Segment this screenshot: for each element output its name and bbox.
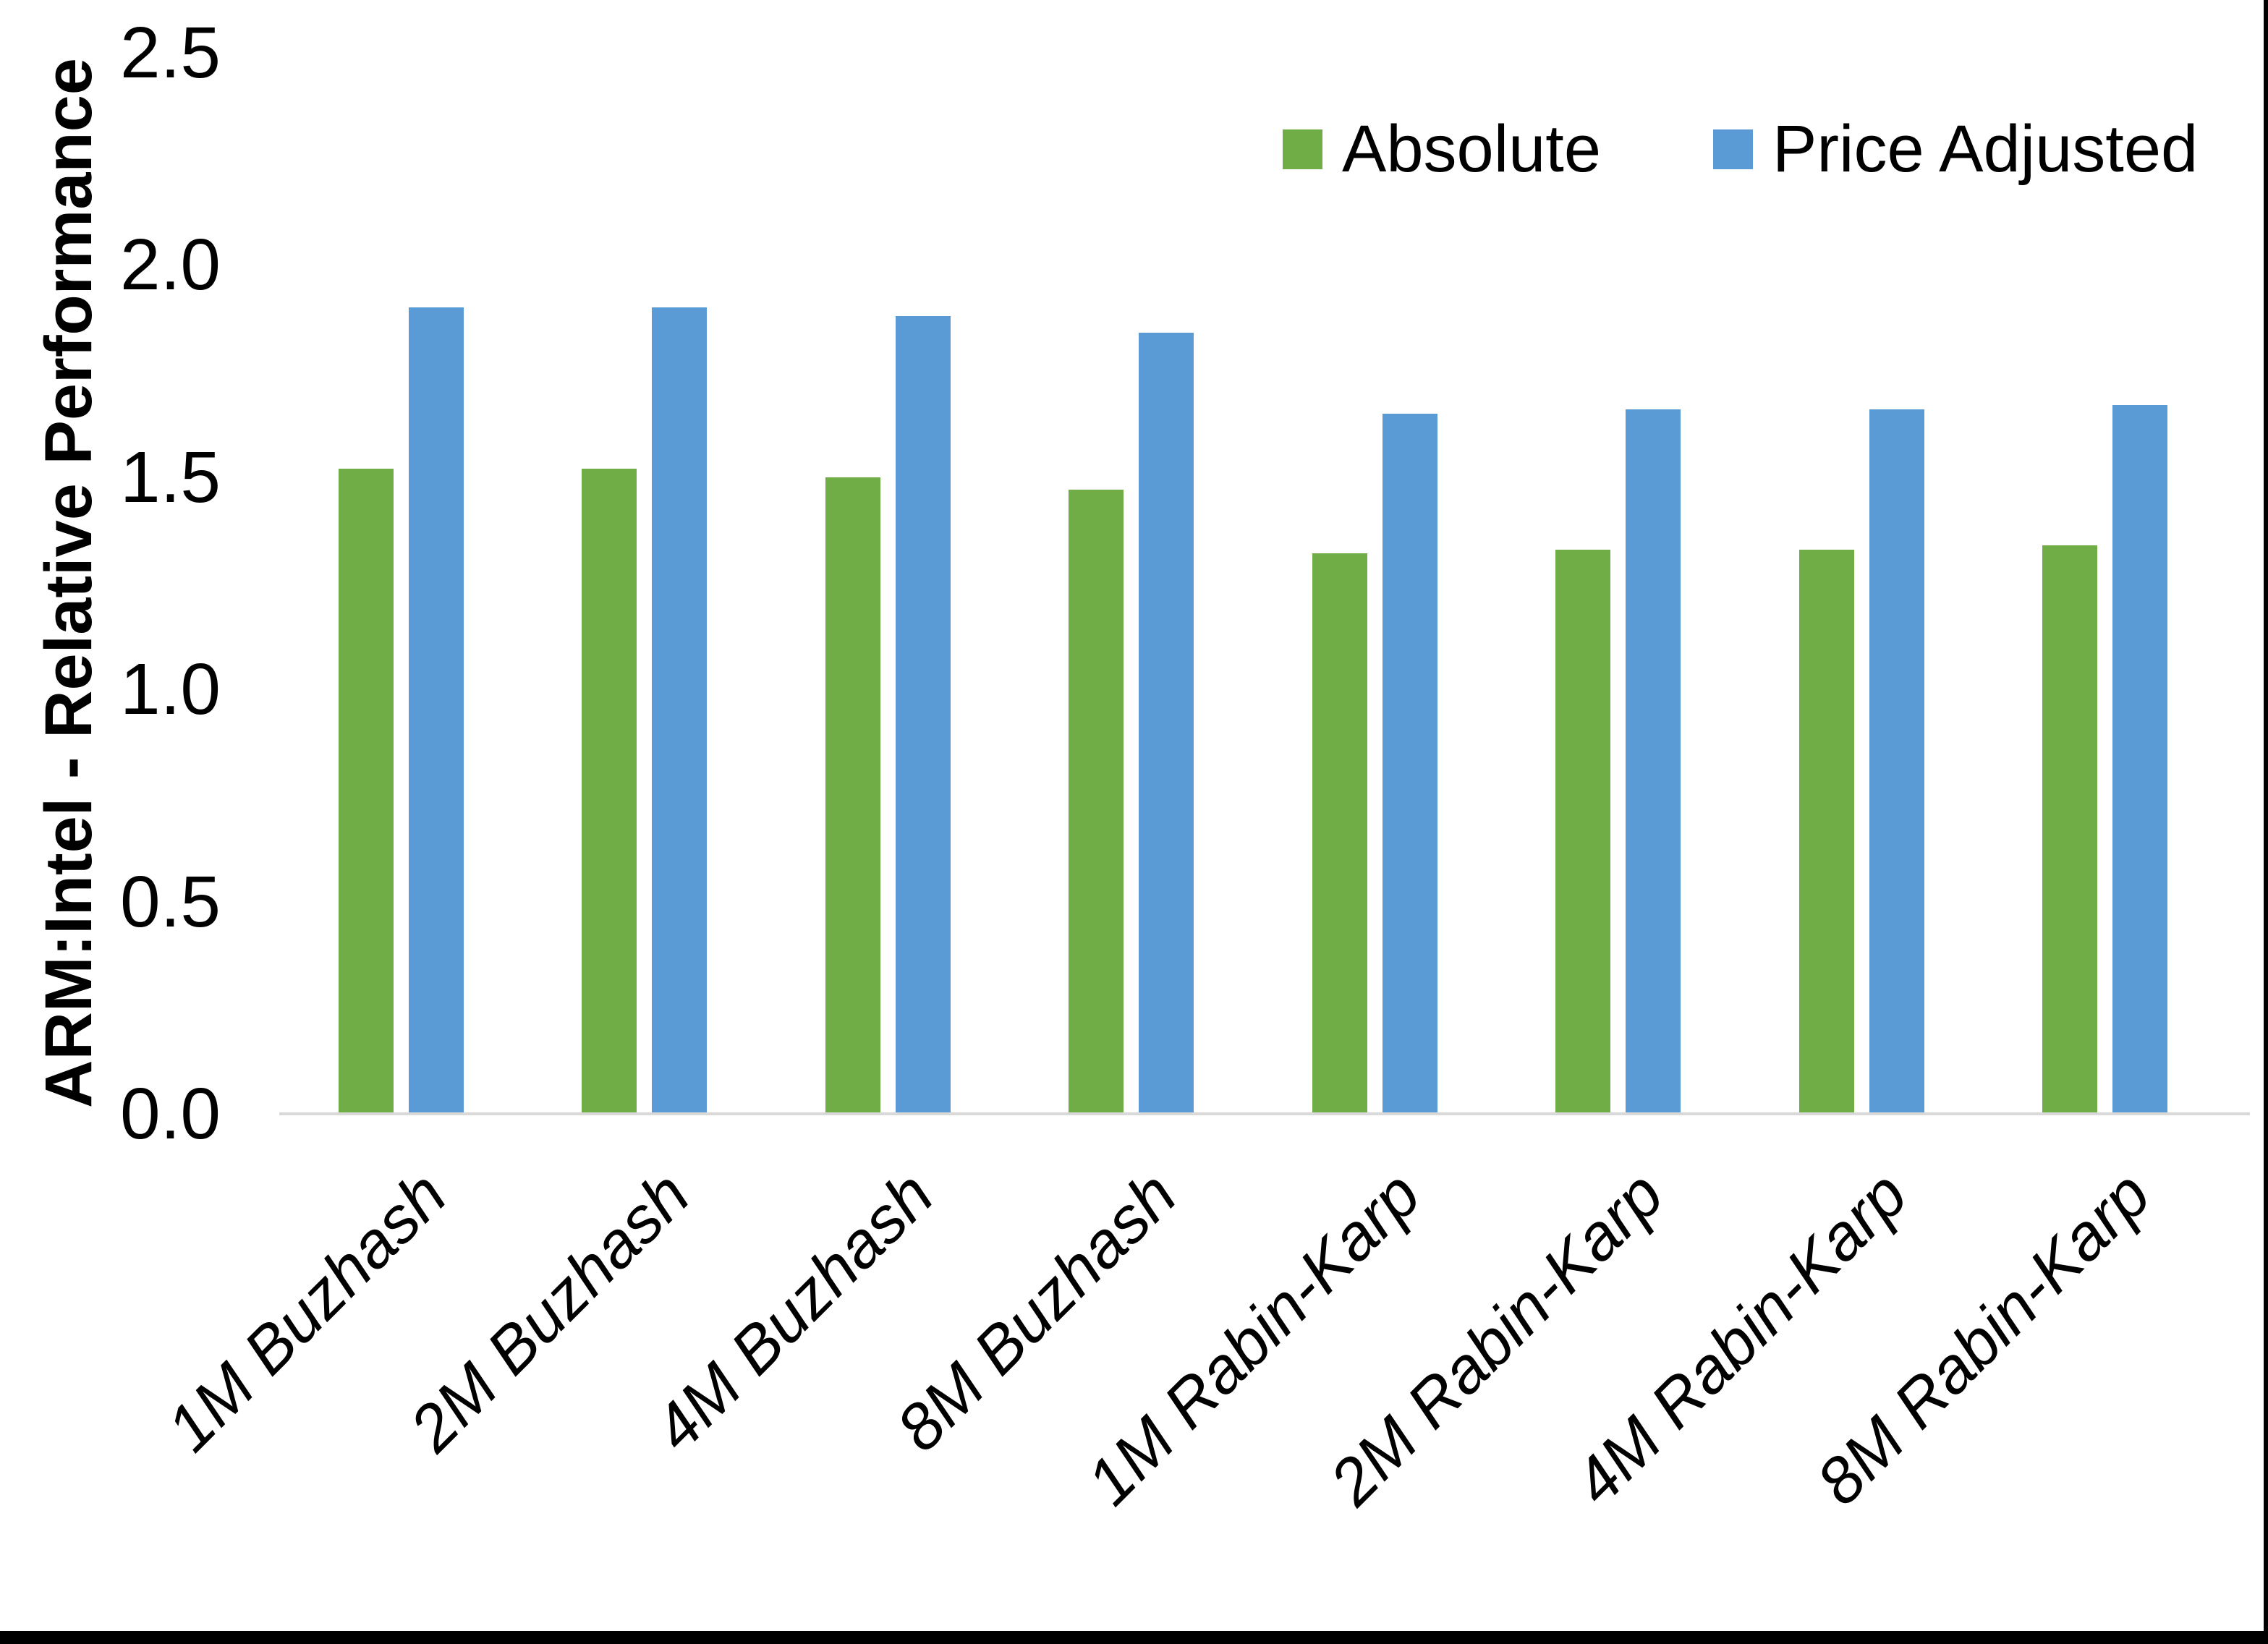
x-axis-line — [279, 1112, 2250, 1115]
legend-item-absolute: Absolute — [1283, 116, 1601, 182]
bar-absolute-8m-buzhash — [1069, 490, 1124, 1114]
y-tick-1.0: 1.0 — [119, 649, 221, 731]
y-tick-1.5: 1.5 — [119, 436, 221, 518]
bar-absolute-2m-rabin-karp — [1555, 549, 1611, 1114]
bar-absolute-4m-buzhash — [825, 477, 880, 1114]
plot-area — [279, 53, 2227, 1114]
bar-price-adjusted-4m-buzhash — [895, 315, 951, 1114]
legend-label-absolute: Absolute — [1342, 112, 1602, 186]
bar-group-1m-buzhash — [279, 53, 523, 1114]
bar-absolute-2m-buzhash — [582, 469, 637, 1114]
bar-group-8m-rabin-karp — [1984, 53, 2227, 1114]
bar-price-adjusted-8m-rabin-karp — [2112, 405, 2168, 1114]
bar-group-2m-rabin-karp — [1497, 53, 1741, 1114]
y-tick-0.5: 0.5 — [119, 861, 221, 942]
bar-absolute-8m-rabin-karp — [2042, 545, 2098, 1114]
y-tick-2.0: 2.0 — [119, 224, 221, 306]
bar-group-8m-buzhash — [1010, 53, 1254, 1114]
bar-group-2m-buzhash — [523, 53, 767, 1114]
bar-price-adjusted-2m-rabin-karp — [1626, 409, 1681, 1114]
legend: Absolute Price Adjusted — [1283, 116, 2198, 182]
bar-price-adjusted-2m-buzhash — [652, 307, 708, 1114]
legend-swatch-price-adjusted — [1713, 129, 1754, 169]
y-tick-0.0: 0.0 — [119, 1073, 221, 1154]
window-border-right — [2264, 0, 2268, 1644]
y-axis-title: ARM:Intel - Relative Performance — [32, 58, 106, 1108]
bar-group-4m-rabin-karp — [1740, 53, 1984, 1114]
legend-item-price-adjusted: Price Adjusted — [1713, 116, 2198, 182]
bar-price-adjusted-1m-rabin-karp — [1382, 413, 1437, 1114]
y-tick-2.5: 2.5 — [119, 12, 221, 93]
legend-label-price-adjusted: Price Adjusted — [1772, 112, 2199, 186]
bar-price-adjusted-4m-rabin-karp — [1869, 409, 1924, 1114]
window-border-bottom — [0, 1631, 2268, 1644]
bar-absolute-1m-rabin-karp — [1312, 553, 1367, 1114]
bar-price-adjusted-8m-buzhash — [1139, 333, 1194, 1114]
bar-price-adjusted-1m-buzhash — [408, 307, 464, 1114]
legend-swatch-absolute — [1283, 129, 1322, 169]
bar-absolute-4m-rabin-karp — [1798, 549, 1854, 1114]
bar-absolute-1m-buzhash — [338, 469, 394, 1114]
bar-group-1m-rabin-karp — [1253, 53, 1497, 1114]
bar-group-4m-buzhash — [766, 53, 1010, 1114]
